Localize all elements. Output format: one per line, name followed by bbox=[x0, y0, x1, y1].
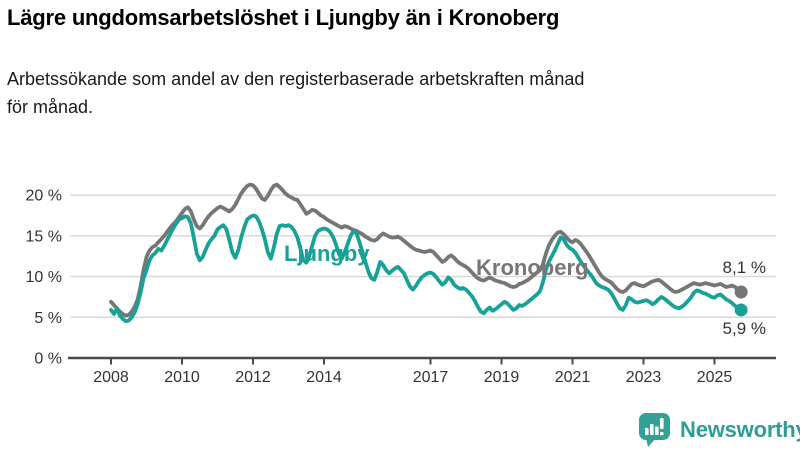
y-axis-label: 15 % bbox=[26, 228, 62, 245]
end-value-kronoberg: 8,1 % bbox=[722, 258, 766, 277]
kronoberg-end-dot bbox=[734, 285, 748, 299]
x-axis-label: 2012 bbox=[235, 369, 271, 386]
brand-name: Newsworthy bbox=[680, 417, 800, 442]
kronoberg-line bbox=[109, 182, 743, 318]
series-label-kronoberg: Kronoberg bbox=[476, 255, 589, 280]
series-label-ljungby: Ljungby bbox=[284, 241, 370, 266]
x-axis-label: 2023 bbox=[626, 369, 662, 386]
page-title: Lägre ungdomsarbetslöshet i Ljungby än i… bbox=[7, 5, 560, 30]
x-axis-label: 2010 bbox=[164, 369, 200, 386]
end-value-ljungby: 5,9 % bbox=[722, 319, 766, 338]
newsworthy-bubble-chart-icon bbox=[639, 413, 670, 447]
x-axis-label: 2008 bbox=[93, 369, 129, 386]
y-axis-label: 20 % bbox=[26, 188, 62, 205]
y-axis-label: 5 % bbox=[34, 310, 62, 327]
x-axis-label: 2014 bbox=[306, 369, 342, 386]
x-axis-label: 2025 bbox=[697, 369, 733, 386]
x-axis-label: 2019 bbox=[484, 369, 520, 386]
ljungby-end-dot bbox=[734, 303, 748, 317]
ljungby-line bbox=[109, 213, 743, 324]
x-axis-label: 2021 bbox=[555, 369, 591, 386]
x-axis-label: 2017 bbox=[413, 369, 449, 386]
newsworthy-logo: Newsworthy bbox=[638, 412, 800, 448]
y-axis-label: 10 % bbox=[26, 269, 62, 286]
y-axis-label: 0 % bbox=[34, 351, 62, 368]
chart-subtitle: Arbetssökande som andel av den registerb… bbox=[7, 69, 585, 117]
